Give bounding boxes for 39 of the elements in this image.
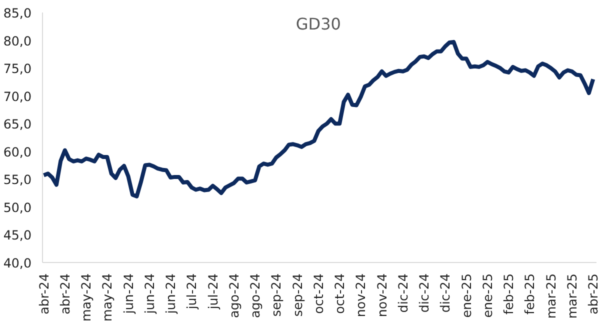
x-tick-label: dic-24 (416, 273, 432, 313)
x-tick-label: nov-24 (353, 273, 368, 318)
x-tick-label: may-24 (78, 273, 94, 322)
x-tick-label: abr-25 (586, 273, 601, 314)
x-tick-label: dic-24 (438, 273, 453, 313)
line-series (42, 40, 596, 198)
x-tick-label: oct-24 (332, 273, 348, 314)
x-tick-label: sep-24 (268, 273, 284, 317)
y-tick-label: 45,0 (3, 228, 32, 243)
chart-title: GD30 (296, 14, 341, 34)
y-tick-label: 55,0 (3, 172, 32, 188)
y-tick-label: 75,0 (3, 61, 32, 76)
x-tick-label: feb-25 (501, 273, 516, 314)
x-tick-label: ago-24 (248, 273, 263, 318)
x-tick-label: sep-24 (290, 273, 305, 317)
y-tick-label: 50,0 (3, 200, 32, 215)
y-tick-label: 40,0 (3, 256, 32, 270)
x-tick-label: abr-24 (57, 273, 72, 314)
x-tick-label: ene-25 (458, 273, 474, 318)
x-tick-label: feb-25 (522, 273, 538, 314)
y-tick-label: 65,0 (3, 116, 32, 132)
y-tick-label: 70,0 (3, 88, 32, 104)
y-tick-label: 85,0 (3, 6, 32, 20)
x-tick-label: mar-25 (564, 273, 580, 319)
x-tick-label: may-24 (100, 273, 115, 322)
x-tick-label: ago-24 (226, 273, 242, 318)
x-tick-label: ene-25 (480, 273, 495, 318)
x-tick-label: nov-24 (374, 273, 390, 318)
x-tick-label: jul-24 (205, 273, 220, 310)
x-tick-label: jun-24 (142, 273, 157, 315)
x-tick-label: jul-24 (184, 273, 200, 310)
x-tick-label: jun-24 (120, 273, 136, 315)
x-tick-label: jun-24 (163, 273, 178, 315)
x-tick-label: mar-25 (543, 273, 558, 319)
y-tick-label: 60,0 (3, 144, 32, 160)
x-tick-label: abr-24 (36, 273, 52, 314)
x-tick-label: dic-24 (395, 273, 410, 313)
y-tick-label: 80,0 (3, 33, 32, 48)
x-tick-label: oct-24 (310, 273, 326, 314)
